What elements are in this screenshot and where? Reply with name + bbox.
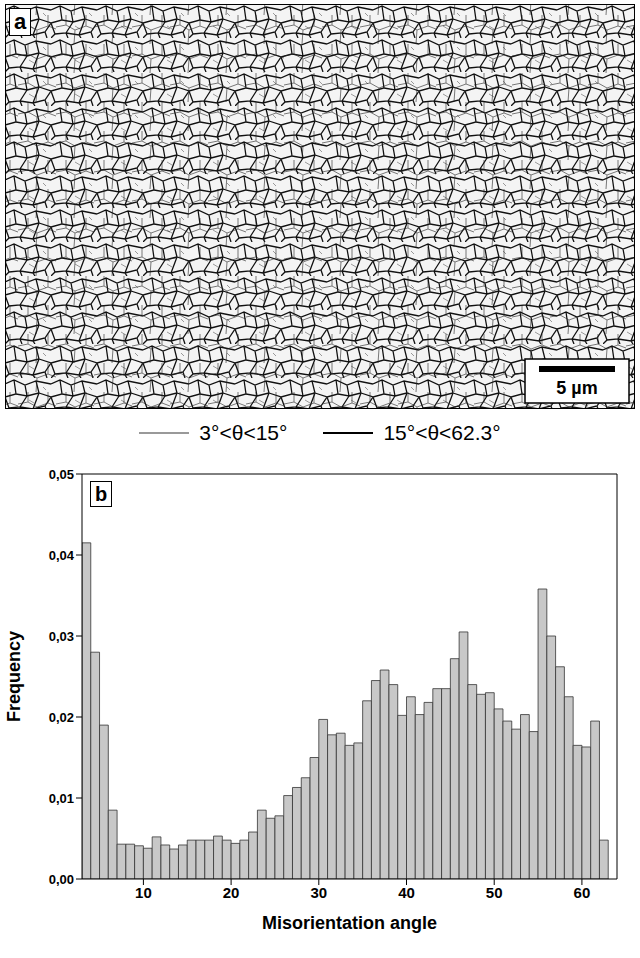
svg-text:30: 30: [310, 884, 327, 901]
svg-text:Frequency: Frequency: [4, 631, 24, 722]
html-text:15°<θ<62.3°: 15°<θ<62.3°: [383, 421, 501, 444]
svg-text:40: 40: [398, 884, 415, 901]
svg-text:20: 20: [223, 884, 240, 901]
svg-text:60: 60: [574, 884, 591, 901]
svg-text:0,04: 0,04: [49, 548, 75, 563]
html-text:5 µm: 5 µm: [556, 378, 598, 398]
svg-text:0,05: 0,05: [49, 467, 74, 482]
svg-text:0,01: 0,01: [49, 791, 74, 806]
svg-text:10: 10: [135, 884, 152, 901]
html-text:3°<θ<15°: 3°<θ<15°: [199, 421, 288, 444]
svg-text:0,02: 0,02: [49, 710, 74, 725]
html-text:a: a: [14, 9, 27, 34]
svg-text:50: 50: [486, 884, 503, 901]
svg-text:0,00: 0,00: [49, 872, 74, 887]
svg-text:Misorientation angle: Misorientation angle: [262, 913, 437, 933]
svg-text:0,03: 0,03: [49, 629, 74, 644]
html-text:b: b: [95, 483, 108, 505]
